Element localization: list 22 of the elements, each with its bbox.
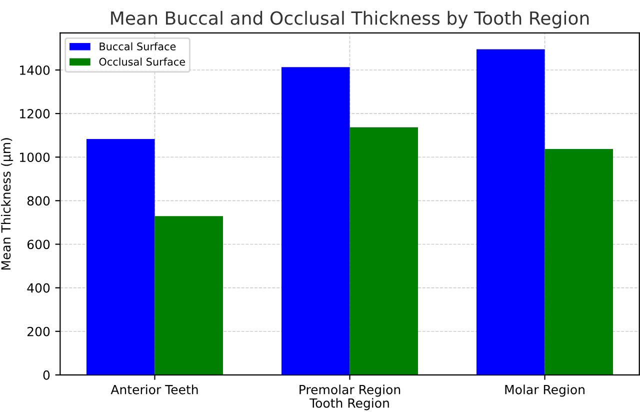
y-tick-label: 1400 [20, 65, 50, 75]
y-tick-label: 400 [27, 283, 50, 293]
bar [350, 127, 418, 375]
bar [86, 139, 155, 375]
y-tick-label: 1200 [20, 109, 50, 118]
bar [154, 216, 223, 375]
y-tick-label: 800 [27, 196, 50, 206]
y-tick-label: 200 [27, 326, 50, 336]
chart-title: Mean Buccal and Occlusal Thickness by Tooth Region [111, 10, 589, 28]
x-tick-label: Molar Region [505, 384, 584, 397]
legend-label: Buccal Surface [100, 42, 176, 50]
x-tick-label: Premolar Region [300, 384, 400, 397]
y-tick-label: 0 [43, 370, 50, 380]
x-tick-label: Anterior Teeth [110, 384, 198, 394]
bar [282, 67, 350, 375]
y-tick-label: 1000 [20, 152, 50, 162]
x-axis-title: Tooth Region [310, 398, 389, 410]
legend-label: Occlusal Surface [99, 58, 185, 66]
bar [476, 49, 545, 375]
y-axis-title: Mean Thickness (µm) [0, 138, 14, 270]
y-tick-label: 600 [27, 240, 50, 250]
bar [544, 149, 614, 375]
